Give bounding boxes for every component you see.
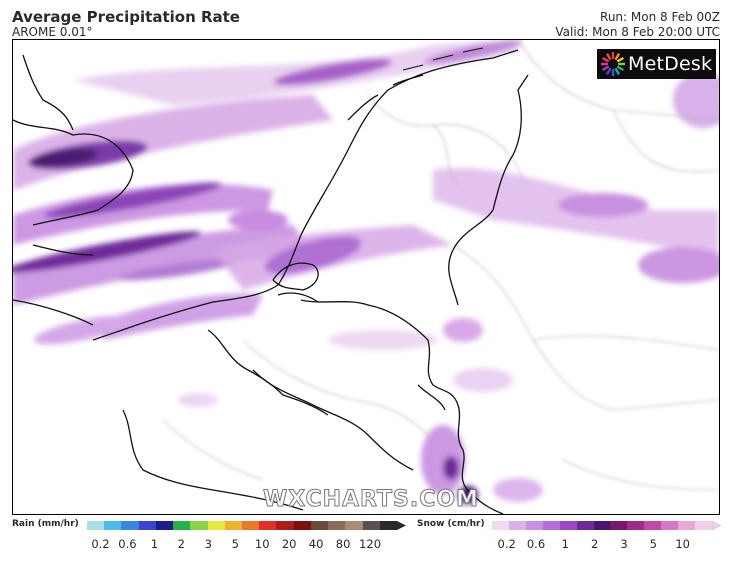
rain-colorbar-cell <box>345 521 363 530</box>
rain-colorbar-cell <box>173 521 191 530</box>
frisian-islands <box>402 47 484 71</box>
snow-colorbar-cell <box>492 521 509 530</box>
snow-tick-label: 5 <box>649 537 657 551</box>
rain-tick-label: 20 <box>281 537 297 551</box>
snow-colorbar-cell <box>610 521 628 530</box>
rain-colorbar-cell <box>362 521 380 530</box>
snow-colorbar-cell <box>525 521 543 530</box>
rain-colorbar-cell <box>207 521 225 530</box>
watermark: WXCHARTS.COM <box>263 487 479 513</box>
snow-colorbar-cell <box>661 521 679 530</box>
rain-colorbar-cell <box>155 521 174 530</box>
rain-tick-label: 2 <box>177 537 186 551</box>
snow-tick-label: 2 <box>590 537 599 551</box>
rain-colorbar-cell <box>224 521 242 530</box>
rain-colorbar-cell <box>87 521 105 530</box>
rain-colorbar <box>87 521 397 530</box>
rain-tick-label: 40 <box>308 537 324 551</box>
snow-tick-label: 0.6 <box>526 537 546 551</box>
snow-colorbar-cell <box>678 521 696 530</box>
snow-colorbar-cell <box>695 521 712 530</box>
precipitation-map[interactable]: MetDesk WXCHARTS.COM <box>12 39 720 515</box>
snow-colorbar <box>492 521 712 530</box>
rain-legend-label: Rain (mm/hr) <box>12 519 79 529</box>
snow-colorbar-cell <box>508 521 526 530</box>
rain-colorbar-cell <box>121 521 139 530</box>
rain-tick-label: 0.6 <box>118 537 137 551</box>
rain-tick-label: 10 <box>254 537 270 551</box>
rain-colorbar-cell <box>310 521 329 530</box>
rain-colorbar-cell <box>190 521 208 530</box>
snow-tick-label: 0.2 <box>497 537 516 551</box>
snow-colorbar-cell <box>542 521 560 530</box>
map-canvas <box>13 40 719 514</box>
snow-colorbar-arrow <box>712 521 722 530</box>
snow-tick-label: 1 <box>561 537 569 551</box>
valid-time: Valid: Mon 8 Feb 20:00 UTC <box>555 25 720 39</box>
coastlines-and-borders <box>13 49 529 514</box>
run-time: Run: Mon 8 Feb 00Z <box>600 10 720 24</box>
metdesk-logo: MetDesk <box>597 49 716 79</box>
rain-tick-label: 3 <box>204 537 212 551</box>
rain-colorbar-cell <box>379 521 397 530</box>
snow-colorbar-cell <box>644 521 662 530</box>
rain-colorbar-cell <box>276 521 294 530</box>
rain-colorbar-cell <box>328 521 346 530</box>
snow-tick-label: 10 <box>675 537 690 551</box>
rain-tick-label: 0.2 <box>91 537 110 551</box>
rain-tick-label: 80 <box>335 537 351 551</box>
rain-colorbar-cell <box>104 521 122 530</box>
state-borders <box>162 40 719 491</box>
rain-tick-label: 120 <box>359 537 382 551</box>
model-label: AROME 0.01° <box>12 25 93 39</box>
snow-colorbar-cell <box>627 521 645 530</box>
rain-colorbar-cell <box>241 521 260 530</box>
rain-colorbar-cell <box>138 521 156 530</box>
logo-text: MetDesk <box>628 53 713 75</box>
rain-colorbar-cell <box>259 521 277 530</box>
snow-tick-label: 3 <box>620 537 628 551</box>
rain-colorbar-arrow <box>397 521 406 530</box>
rain-tick-label: 5 <box>231 537 239 551</box>
rain-tick-label: 1 <box>150 537 159 551</box>
precipitation-field <box>13 40 719 504</box>
rain-colorbar-cell <box>293 521 311 530</box>
snow-legend-label: Snow (cm/hr) <box>417 519 485 529</box>
snow-colorbar-cell <box>576 521 594 530</box>
snow-colorbar-cell <box>593 521 611 530</box>
snow-colorbar-cell <box>559 521 577 530</box>
map-title: Average Precipitation Rate <box>12 8 240 26</box>
metdesk-burst-icon <box>601 52 625 76</box>
